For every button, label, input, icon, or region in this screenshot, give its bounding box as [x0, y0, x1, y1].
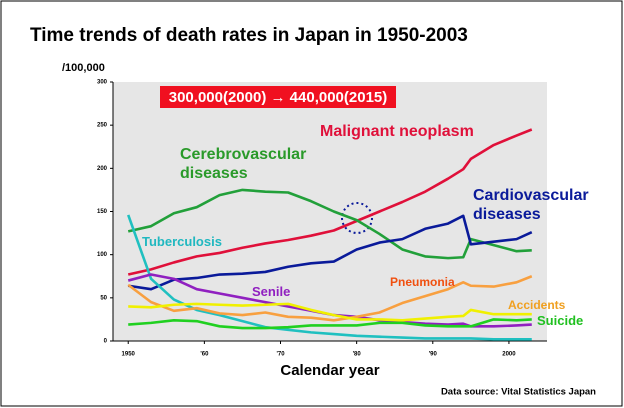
series-label: Senile — [252, 284, 291, 299]
annotation-box — [160, 86, 396, 108]
y-tick-label: 300 — [97, 80, 108, 86]
series-line — [128, 302, 532, 322]
series-line — [128, 214, 533, 291]
x-tick-label: 2000 — [502, 352, 516, 358]
chart-title: Time trends of death rates in Japan in 1… — [30, 25, 468, 46]
x-axis-label: Calendar year — [280, 362, 379, 379]
y-tick-label: 250 — [97, 123, 108, 129]
series-label: Suicide — [537, 313, 584, 328]
series-label: Pneumonia — [390, 275, 455, 289]
x-tick-label: '60 — [200, 352, 209, 358]
y-tick-label: 100 — [97, 252, 108, 258]
source: Data source: Vital Statistics Japan — [441, 387, 596, 398]
series-label: Tuberculosis — [142, 234, 222, 249]
series-label: Cerebrovascular diseases — [180, 146, 307, 182]
series-label: Cardiovascular diseases — [473, 187, 589, 223]
x-tick-label: '70 — [276, 352, 285, 358]
highlight-circle — [341, 202, 373, 234]
x-tick-label: '80 — [353, 352, 362, 358]
series-line — [127, 128, 533, 276]
y-axis-label: /100,000 — [62, 62, 105, 74]
x-tick-label: '90 — [429, 352, 438, 358]
annotation: 300,000(2000) → 440,000(2015) — [169, 89, 388, 106]
series-line — [128, 318, 532, 330]
y-tick-label: 150 — [97, 209, 108, 215]
series-label: Accidents — [508, 298, 566, 312]
y-tick-label: 50 — [100, 295, 107, 301]
y-tick-label: 0 — [104, 339, 108, 345]
x-tick-label: 1950 — [122, 352, 136, 358]
y-tick-label: 200 — [97, 166, 108, 172]
series-line — [127, 214, 532, 341]
series-label: Malignant neoplasm — [320, 123, 474, 140]
